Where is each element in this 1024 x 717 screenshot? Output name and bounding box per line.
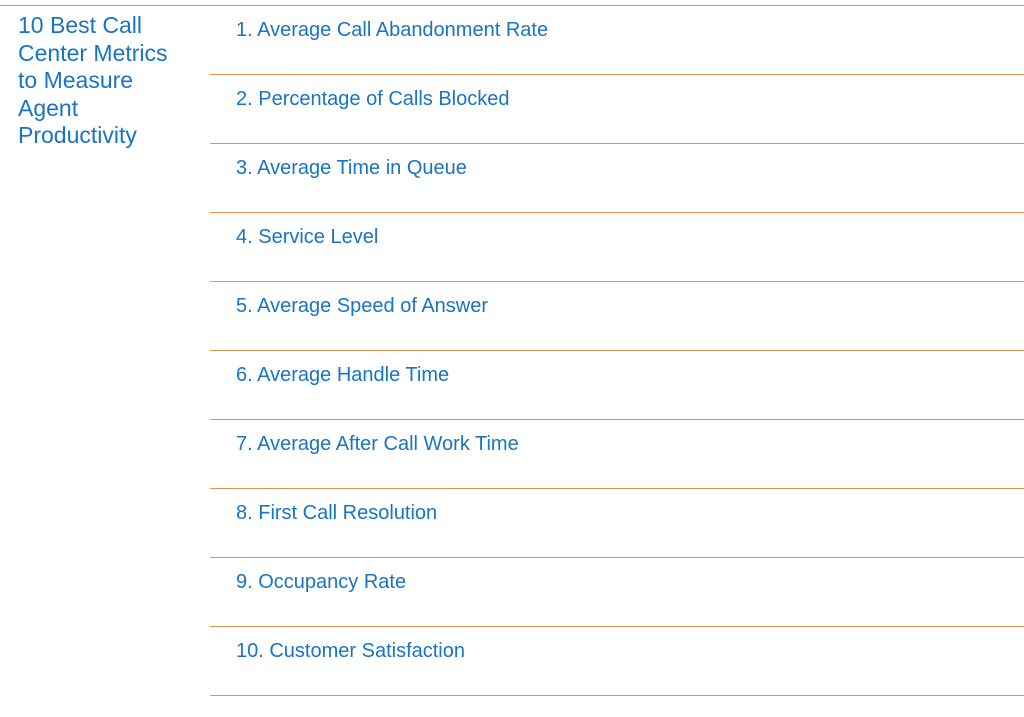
metrics-list: 1. Average Call Abandonment Rate 2. Perc… xyxy=(210,6,1024,696)
list-item: 3. Average Time in Queue xyxy=(210,144,1024,213)
metric-label: 2. Percentage of Calls Blocked xyxy=(236,88,510,110)
list-item: 8. First Call Resolution xyxy=(210,489,1024,558)
page-title: 10 Best Call Center Metrics to Measure A… xyxy=(18,12,168,148)
list-item: 9. Occupancy Rate xyxy=(210,558,1024,627)
metric-label: 4. Service Level xyxy=(236,226,379,248)
metric-label: 3. Average Time in Queue xyxy=(236,157,467,179)
top-divider xyxy=(0,5,1024,6)
metric-label: 1. Average Call Abandonment Rate xyxy=(236,19,549,41)
metric-label: 9. Occupancy Rate xyxy=(236,571,407,593)
list-item: 2. Percentage of Calls Blocked xyxy=(210,75,1024,144)
metric-label: 5. Average Speed of Answer xyxy=(236,295,489,317)
list-item: 6. Average Handle Time xyxy=(210,351,1024,420)
list-item: 1. Average Call Abandonment Rate xyxy=(210,6,1024,75)
metric-label: 6. Average Handle Time xyxy=(236,364,450,386)
list-item: 4. Service Level xyxy=(210,213,1024,282)
list-item: 10. Customer Satisfaction xyxy=(210,627,1024,696)
metric-label: 7. Average After Call Work Time xyxy=(236,433,519,455)
list-item: 5. Average Speed of Answer xyxy=(210,282,1024,351)
metric-label: 8. First Call Resolution xyxy=(236,502,438,524)
list-item: 7. Average After Call Work Time xyxy=(210,420,1024,489)
metric-label: 10. Customer Satisfaction xyxy=(236,640,465,662)
title-column: 10 Best Call Center Metrics to Measure A… xyxy=(18,12,203,150)
